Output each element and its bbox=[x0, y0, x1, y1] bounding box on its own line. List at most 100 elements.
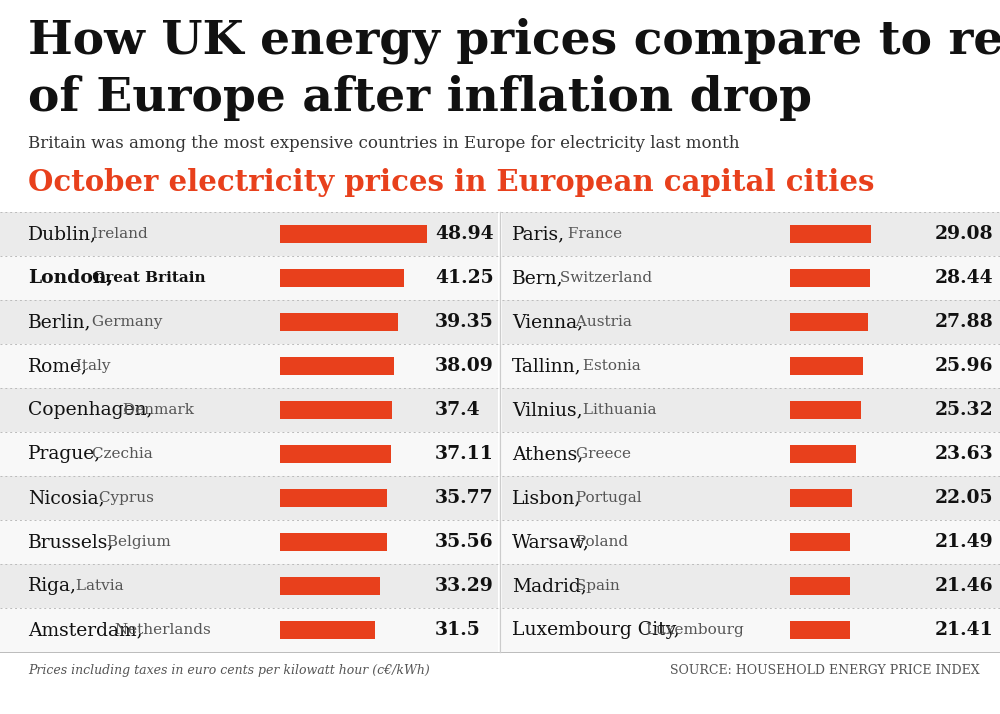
Text: 48.94: 48.94 bbox=[435, 225, 494, 243]
Text: 35.77: 35.77 bbox=[435, 489, 494, 507]
Text: Denmark: Denmark bbox=[118, 403, 194, 417]
Text: 29.08: 29.08 bbox=[935, 225, 994, 243]
Text: France: France bbox=[563, 227, 622, 241]
Text: Riga,: Riga, bbox=[28, 577, 77, 595]
Text: 38.09: 38.09 bbox=[435, 357, 494, 375]
Bar bbox=[280, 357, 394, 376]
Text: 21.49: 21.49 bbox=[935, 533, 994, 551]
Bar bbox=[790, 533, 850, 551]
Text: Britain was among the most expensive countries in Europe for electricity last mo: Britain was among the most expensive cou… bbox=[28, 135, 740, 152]
Text: Italy: Italy bbox=[71, 359, 110, 373]
Text: October electricity prices in European capital cities: October electricity prices in European c… bbox=[28, 168, 874, 197]
Bar bbox=[790, 445, 856, 463]
Text: Rome,: Rome, bbox=[28, 357, 88, 375]
Text: Cyprus: Cyprus bbox=[94, 491, 154, 505]
Text: Copenhagen,: Copenhagen, bbox=[28, 401, 152, 419]
Text: Ireland: Ireland bbox=[87, 227, 147, 241]
Text: Lisbon,: Lisbon, bbox=[512, 489, 581, 507]
Text: Paris,: Paris, bbox=[512, 225, 565, 243]
Text: 39.35: 39.35 bbox=[435, 313, 494, 331]
Text: 41.25: 41.25 bbox=[435, 269, 494, 287]
Text: Estonia: Estonia bbox=[578, 359, 641, 373]
Bar bbox=[790, 357, 863, 376]
Text: Luxembourg: Luxembourg bbox=[641, 623, 744, 637]
Bar bbox=[502, 300, 1000, 344]
Bar bbox=[790, 225, 871, 243]
Text: Prices including taxes in euro cents per kilowatt hour (c€/kWh): Prices including taxes in euro cents per… bbox=[28, 664, 430, 677]
Bar bbox=[280, 533, 387, 551]
Bar bbox=[0, 300, 498, 344]
Bar bbox=[502, 608, 1000, 652]
Bar bbox=[280, 489, 387, 507]
Bar bbox=[502, 344, 1000, 388]
Text: 21.41: 21.41 bbox=[935, 621, 994, 639]
Text: 37.11: 37.11 bbox=[435, 445, 494, 463]
Text: Switzerland: Switzerland bbox=[555, 271, 652, 285]
Text: Austria: Austria bbox=[571, 315, 631, 329]
Text: Spain: Spain bbox=[571, 579, 619, 593]
Text: Berlin,: Berlin, bbox=[28, 313, 92, 331]
Bar bbox=[0, 388, 498, 432]
Text: London,: London, bbox=[28, 269, 113, 287]
Text: 37.4: 37.4 bbox=[435, 401, 481, 419]
Text: Athens,: Athens, bbox=[512, 445, 583, 463]
Bar bbox=[502, 564, 1000, 608]
Bar bbox=[790, 489, 852, 507]
Text: Warsaw,: Warsaw, bbox=[512, 533, 590, 551]
Bar bbox=[0, 344, 498, 388]
Text: 33.29: 33.29 bbox=[435, 577, 494, 595]
Text: Lithuania: Lithuania bbox=[578, 403, 657, 417]
Bar bbox=[790, 577, 850, 595]
Text: Greece: Greece bbox=[571, 447, 631, 461]
Text: Netherlands: Netherlands bbox=[110, 623, 211, 637]
Bar bbox=[280, 225, 427, 243]
Bar bbox=[280, 268, 404, 287]
Bar bbox=[0, 520, 498, 564]
Text: 31.5: 31.5 bbox=[435, 621, 481, 639]
Bar bbox=[502, 256, 1000, 300]
Bar bbox=[790, 401, 861, 419]
Text: Luxembourg City,: Luxembourg City, bbox=[512, 621, 680, 639]
Bar bbox=[0, 256, 498, 300]
Text: Nicosia,: Nicosia, bbox=[28, 489, 105, 507]
Text: Belgium: Belgium bbox=[102, 535, 171, 549]
Text: 25.96: 25.96 bbox=[935, 357, 994, 375]
Bar bbox=[502, 476, 1000, 520]
Text: Portugal: Portugal bbox=[571, 491, 641, 505]
Bar bbox=[790, 620, 850, 639]
Bar bbox=[502, 520, 1000, 564]
Bar bbox=[0, 476, 498, 520]
Text: Great Britain: Great Britain bbox=[87, 271, 205, 285]
Bar bbox=[502, 212, 1000, 256]
Text: Prague,: Prague, bbox=[28, 445, 101, 463]
Bar bbox=[502, 432, 1000, 476]
Text: 21.46: 21.46 bbox=[935, 577, 994, 595]
Bar bbox=[280, 577, 380, 595]
Text: Amsterdam,: Amsterdam, bbox=[28, 621, 143, 639]
Text: How UK energy prices compare to rest: How UK energy prices compare to rest bbox=[28, 18, 1000, 64]
Text: 27.88: 27.88 bbox=[935, 313, 994, 331]
Text: Poland: Poland bbox=[571, 535, 628, 549]
Text: Vilnius,: Vilnius, bbox=[512, 401, 583, 419]
Text: 35.56: 35.56 bbox=[435, 533, 494, 551]
Bar bbox=[280, 445, 391, 463]
Text: Latvia: Latvia bbox=[71, 579, 124, 593]
Text: 25.32: 25.32 bbox=[935, 401, 994, 419]
Text: Germany: Germany bbox=[87, 315, 162, 329]
Text: Bern,: Bern, bbox=[512, 269, 564, 287]
Bar bbox=[280, 620, 374, 639]
Text: Brussels,: Brussels, bbox=[28, 533, 114, 551]
Bar bbox=[280, 313, 398, 331]
Bar bbox=[0, 212, 498, 256]
Bar bbox=[0, 608, 498, 652]
Bar bbox=[790, 313, 868, 331]
Bar bbox=[502, 388, 1000, 432]
Text: 28.44: 28.44 bbox=[935, 269, 994, 287]
Text: 22.05: 22.05 bbox=[935, 489, 994, 507]
Text: SOURCE: HOUSEHOLD ENERGY PRICE INDEX: SOURCE: HOUSEHOLD ENERGY PRICE INDEX bbox=[670, 664, 980, 677]
Text: of Europe after inflation drop: of Europe after inflation drop bbox=[28, 75, 812, 121]
Bar bbox=[280, 401, 392, 419]
Text: Vienna,: Vienna, bbox=[512, 313, 583, 331]
Text: Tallinn,: Tallinn, bbox=[512, 357, 582, 375]
Bar bbox=[0, 432, 498, 476]
